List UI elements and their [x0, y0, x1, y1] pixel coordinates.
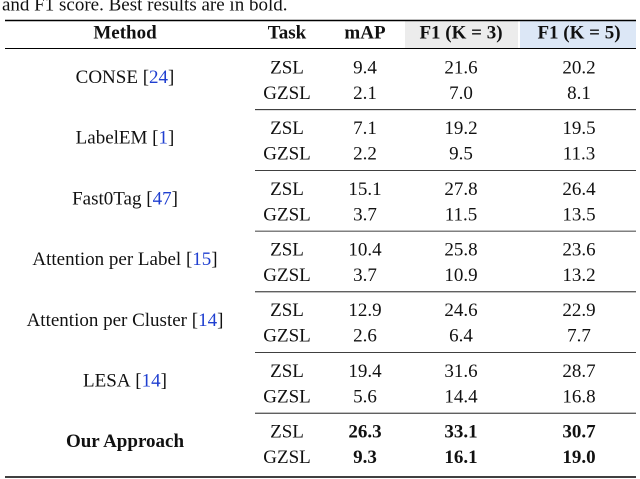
value-cell: 11.3 [563, 144, 596, 165]
task-cell: GZSL [263, 204, 311, 225]
value-cell: 27.8 [444, 179, 477, 200]
method-name: LESA [83, 371, 135, 392]
value-cell: 25.8 [444, 239, 477, 260]
value-cell: 10.4 [348, 239, 382, 260]
task-cell: GZSL [263, 326, 311, 347]
header-shade [405, 21, 518, 48]
value-cell: 31.6 [444, 361, 477, 382]
citation: 14 [198, 310, 218, 331]
task-cell: ZSL [270, 361, 304, 382]
citation: ] [217, 310, 223, 331]
value-cell: 19.4 [348, 361, 382, 382]
citation: ] [161, 371, 167, 392]
method: Attention per Cluster [14] [27, 310, 224, 331]
citation: 1 [159, 128, 169, 149]
task-cell: GZSL [263, 447, 311, 468]
value-cell: 3.7 [353, 204, 377, 225]
method: CONSE [24] [76, 67, 175, 88]
value-cell: 19.5 [562, 118, 595, 139]
value-cell: 24.6 [444, 300, 477, 321]
task-cell: ZSL [270, 300, 304, 321]
citation: [ [143, 67, 149, 88]
value-cell: 15.1 [348, 179, 381, 200]
citation: ] [211, 249, 217, 270]
value-cell: 33.1 [444, 422, 477, 443]
value-cell: 23.6 [562, 239, 595, 260]
citation: [ [192, 310, 198, 331]
method-name: Attention per Label [32, 249, 186, 270]
caption: and F1 score. Best results are in bold. [2, 0, 287, 15]
method-name: Attention per Cluster [27, 310, 192, 331]
method-name: Fast0Tag [72, 189, 146, 210]
task-cell: GZSL [263, 386, 311, 407]
value-cell: 10.9 [444, 265, 477, 286]
citation: [ [146, 189, 152, 210]
value-cell: 5.6 [353, 386, 377, 407]
citation: [ [186, 249, 192, 270]
citation: 15 [192, 249, 211, 270]
task-cell: ZSL [270, 118, 304, 139]
value-cell: 7.1 [353, 118, 377, 139]
task-cell: ZSL [270, 179, 304, 200]
citation: [ [152, 128, 158, 149]
value-cell: 12.9 [348, 300, 381, 321]
task-cell: ZSL [270, 422, 304, 443]
method-name: LabelEM [76, 128, 153, 149]
citation: 47 [153, 189, 172, 210]
task-cell: GZSL [263, 265, 311, 286]
citation: ] [172, 189, 178, 210]
value-cell: 26.3 [348, 422, 381, 443]
value-cell: 22.9 [562, 300, 595, 321]
value-cell: 9.3 [353, 447, 377, 468]
value-cell: 26.4 [562, 179, 596, 200]
method: Attention per Label [15] [32, 249, 217, 270]
value-cell: 6.4 [449, 326, 473, 347]
value-cell: 9.4 [353, 57, 377, 78]
task-cell: ZSL [270, 57, 304, 78]
method: LabelEM [1] [76, 128, 175, 149]
value-cell: 19.0 [562, 447, 595, 468]
task-cell: ZSL [270, 239, 304, 260]
header-cell: Method [93, 22, 157, 43]
header-cell: F1 (K = 5) [537, 22, 620, 43]
value-cell: 28.7 [562, 361, 595, 382]
method-name: CONSE [76, 67, 143, 88]
value-cell: 13.2 [562, 265, 595, 286]
value-cell: 8.1 [567, 83, 591, 104]
value-cell: 21.6 [444, 57, 477, 78]
task-cell: GZSL [263, 83, 311, 104]
citation: 14 [142, 371, 162, 392]
method: Fast0Tag [47] [72, 189, 178, 210]
value-cell: 30.7 [562, 422, 596, 443]
header-cell: mAP [344, 22, 386, 43]
value-cell: 13.5 [562, 204, 595, 225]
method: LESA [14] [83, 371, 167, 392]
citation: [ [135, 371, 141, 392]
value-cell: 2.6 [353, 326, 377, 347]
header-shade [520, 21, 636, 48]
value-cell: 2.2 [353, 144, 377, 165]
value-cell: 19.2 [444, 118, 477, 139]
method: Our Approach [66, 432, 185, 453]
value-cell: 16.1 [444, 447, 477, 468]
task-cell: GZSL [263, 144, 311, 165]
citation: 24 [149, 67, 169, 88]
value-cell: 3.7 [353, 265, 377, 286]
method-name: Our Approach [66, 432, 185, 453]
citation: ] [168, 67, 174, 88]
value-cell: 20.2 [562, 57, 595, 78]
value-cell: 11.5 [445, 204, 478, 225]
header-cell: F1 (K = 3) [419, 22, 502, 43]
value-cell: 16.8 [562, 386, 595, 407]
value-cell: 7.0 [449, 83, 473, 104]
value-cell: 2.1 [353, 83, 377, 104]
citation: ] [168, 128, 174, 149]
value-cell: 7.7 [567, 326, 591, 347]
value-cell: 9.5 [449, 144, 473, 165]
header-cell: Task [268, 22, 307, 43]
value-cell: 14.4 [444, 386, 478, 407]
